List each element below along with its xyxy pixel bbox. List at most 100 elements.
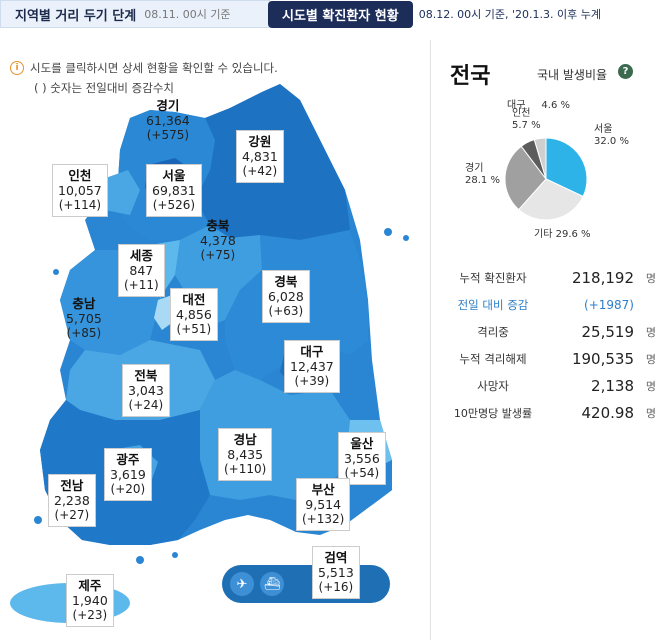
national-subtitle: 국내 발생비율 <box>537 68 608 82</box>
stat-unit: 명 <box>645 379 656 393</box>
stat-label: 전일 대비 증감 <box>457 297 529 312</box>
region-count: 1,940 <box>72 593 108 608</box>
region-delta: (+23) <box>72 608 108 622</box>
region-name: 제주 <box>78 578 102 593</box>
region-name: 전북 <box>134 368 158 383</box>
pie-slice-1 <box>517 178 584 221</box>
region-jeonbuk[interactable]: 전북 3,043 (+24) <box>122 364 170 417</box>
pie-label-incheon: 인천 5.7 % <box>512 108 541 132</box>
region-name: 경기 <box>156 98 180 113</box>
region-gangwon[interactable]: 강원 4,831 (+42) <box>236 130 284 183</box>
stat-value: 420.98 <box>581 403 635 422</box>
region-jeju[interactable]: 제주 1,940 (+23) <box>66 574 114 627</box>
stat-unit: 명 <box>645 406 656 420</box>
stat-isolated: 격리중 25,519 명 <box>440 318 656 345</box>
region-name: 대구 <box>300 344 324 359</box>
stat-label: 사망자 <box>477 378 509 393</box>
ship-icon: ⛴ <box>260 572 284 596</box>
region-quarantine[interactable]: 검역 5,513 (+16) <box>312 546 360 599</box>
region-delta: (+39) <box>294 374 330 388</box>
region-count: 12,437 <box>290 359 334 374</box>
pie-slice-2 <box>504 145 547 211</box>
region-count: 9,514 <box>305 497 342 512</box>
region-seoul[interactable]: 서울 69,831 (+526) <box>146 164 202 217</box>
region-count: 10,057 <box>58 183 102 198</box>
tab-distancing-date: 08.11. 00시 기준 <box>144 8 231 21</box>
pie-label-seoul: 서울 32.0 % <box>594 124 629 148</box>
region-name: 충남 <box>72 296 96 311</box>
pie-label-value: 29.6 % <box>555 229 591 240</box>
help-icon[interactable]: ? <box>618 64 633 79</box>
pie-label-name: 기타 <box>534 229 553 240</box>
stat-value: (+1987) <box>584 297 634 312</box>
pie-label-name: 인천 <box>512 108 531 119</box>
region-incheon[interactable]: 인천 10,057 (+114) <box>52 164 108 217</box>
pie-label-name: 경기 <box>465 163 484 174</box>
region-daejeon[interactable]: 대전 4,856 (+51) <box>170 288 218 341</box>
region-count: 2,238 <box>54 493 90 508</box>
region-jeonnam[interactable]: 전남 2,238 (+27) <box>48 474 96 527</box>
stat-label: 격리중 <box>477 324 509 339</box>
region-name: 광주 <box>116 452 140 467</box>
panel-divider <box>430 40 431 640</box>
region-daegu[interactable]: 대구 12,437 (+39) <box>284 340 340 393</box>
region-busan[interactable]: 부산 9,514 (+132) <box>296 478 351 531</box>
region-chungnam[interactable]: 충남 5,705 (+85) <box>66 296 102 341</box>
region-gwangju[interactable]: 광주 3,619 (+20) <box>104 448 152 501</box>
region-count: 847 <box>129 263 154 278</box>
region-name: 경북 <box>274 274 298 289</box>
region-name: 강원 <box>248 134 272 149</box>
region-delta: (+526) <box>152 198 196 212</box>
region-chungbuk[interactable]: 충북 4,378 (+75) <box>200 218 236 263</box>
region-name: 인천 <box>68 168 92 183</box>
region-name: 대전 <box>182 292 206 307</box>
pie-label-other: 기타 29.6 % <box>534 229 591 241</box>
region-gyeonggi[interactable]: 경기 61,364 (+575) <box>146 98 190 143</box>
region-delta: (+132) <box>302 512 345 526</box>
stat-value: 2,138 <box>591 376 634 395</box>
tab-distancing-level[interactable]: 지역별 거리 두기 단계 08.11. 00시 기준 <box>0 0 270 28</box>
map-island <box>172 552 178 558</box>
region-sejong[interactable]: 세종 847 (+11) <box>118 244 165 297</box>
region-count: 6,028 <box>268 289 304 304</box>
notice-line2: ( ) 숫자는 전일대비 증감수치 <box>34 81 174 95</box>
map-island <box>53 269 59 275</box>
region-name: 울산 <box>350 436 374 451</box>
stat-unit: 명 <box>645 352 656 366</box>
region-ulsan[interactable]: 울산 3,556 (+54) <box>338 432 386 485</box>
region-count: 69,831 <box>152 183 196 198</box>
region-count: 3,043 <box>128 383 164 398</box>
region-delta: (+42) <box>242 164 278 178</box>
national-stats: 누적 확진환자 218,192 명 전일 대비 증감 (+1987) 격리중 2… <box>440 264 656 426</box>
region-delta: (+24) <box>128 398 164 412</box>
notice: i 시도를 클릭하시면 상세 현황을 확인할 수 있습니다. ( ) 숫자는 전… <box>10 58 278 98</box>
region-count: 4,831 <box>242 149 278 164</box>
pie-label-daegu: 대구 4.6 % <box>507 100 570 112</box>
quarantine-pill[interactable]: ✈ ⛴ <box>222 565 390 603</box>
map-region-sejong[interactable] <box>150 240 180 300</box>
region-name: 검역 <box>324 550 348 565</box>
region-delta: (+85) <box>66 326 102 340</box>
pie-slice-0 <box>545 137 588 198</box>
info-icon: i <box>10 61 24 75</box>
tab-cases-by-region[interactable]: 시도별 확진환자 현황 08.12. 00시 기준, '20.1.3. 이후 누… <box>268 0 664 28</box>
region-delta: (+110) <box>224 462 267 476</box>
region-gyeongnam[interactable]: 경남 8,435 (+110) <box>218 428 273 481</box>
domestic-ratio-pie <box>504 137 588 221</box>
region-name: 부산 <box>311 482 335 497</box>
national-title: 전국 <box>450 64 491 89</box>
stat-daily-change: 전일 대비 증감 (+1987) <box>440 291 656 318</box>
region-count: 4,856 <box>176 307 212 322</box>
region-count: 5,513 <box>318 565 354 580</box>
region-gyeongbuk[interactable]: 경북 6,028 (+63) <box>262 270 310 323</box>
region-delta: (+51) <box>176 322 212 336</box>
tab-cases-date: 08.12. 00시 기준, '20.1.3. 이후 누계 <box>418 8 602 21</box>
region-count: 3,619 <box>110 467 146 482</box>
map-island <box>34 516 42 524</box>
region-delta: (+27) <box>54 508 90 522</box>
tab-distancing-title: 지역별 거리 두기 단계 <box>15 8 137 24</box>
region-delta: (+54) <box>344 466 380 480</box>
pie-label-gyeonggi: 경기 28.1 % <box>465 163 500 187</box>
stat-deaths: 사망자 2,138 명 <box>440 372 656 399</box>
notice-line1: 시도를 클릭하시면 상세 현황을 확인할 수 있습니다. <box>30 61 278 75</box>
